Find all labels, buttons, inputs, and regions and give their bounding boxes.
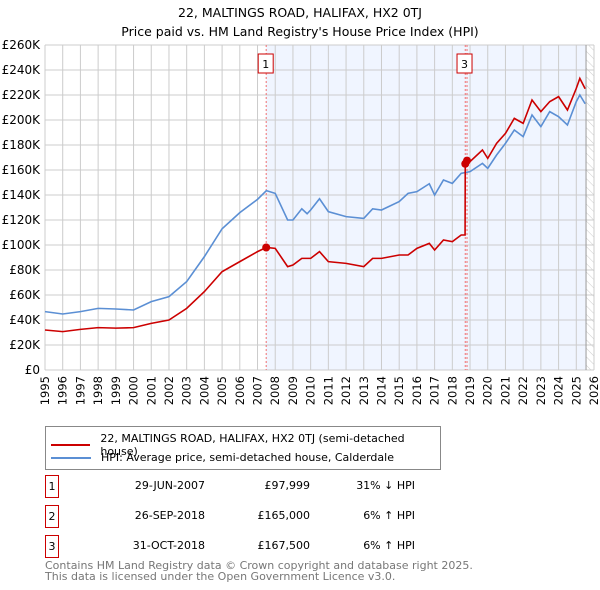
transaction-price: £167,500: [257, 539, 311, 552]
y-tick-label: £140K: [2, 188, 42, 202]
transaction-row: 2 26-SEP-2018 £165,000 6% ↑ HPI: [45, 505, 445, 528]
x-tick-label: 1996: [56, 376, 70, 405]
x-tick-label: 2008: [268, 376, 282, 405]
x-tick-label: 2025: [569, 376, 583, 405]
copyright-text: Contains HM Land Registry data © Crown c…: [45, 559, 473, 572]
x-tick-label: 2010: [304, 376, 318, 405]
red-line-swatch: [51, 444, 91, 446]
transaction-hpi: 6% ↑ HPI: [363, 539, 415, 552]
x-tick-label: 2024: [552, 376, 566, 405]
x-tick-label: 2007: [251, 376, 265, 405]
sale-1-marker: [262, 243, 271, 252]
price-chart: 1995 1996 1997 1998 1999 2000 2001 2002 2003 2004…: [2, 38, 600, 405]
transaction-marker: 2: [45, 505, 59, 528]
x-tick-label: 1997: [73, 376, 87, 405]
sale-1-label-box: [257, 53, 274, 74]
legend-label: HPI: Average price, semi-detached house,…: [101, 451, 394, 464]
footer: Contains HM Land Registry data © Crown c…: [45, 560, 473, 582]
x-tick-label: 2003: [180, 376, 194, 405]
y-tick-label: £220K: [2, 88, 42, 102]
y-tick-label: £80K: [9, 263, 41, 277]
transaction-date: 29-JUN-2007: [134, 479, 205, 492]
x-tick-label: 2013: [357, 376, 371, 405]
transaction-price: £97,999: [264, 479, 311, 492]
x-tick-label: 2000: [127, 376, 141, 405]
y-tick-label: £180K: [2, 138, 42, 152]
x-tick-label: 1998: [91, 376, 105, 405]
x-tick-label: 2001: [144, 376, 158, 405]
x-tick-label: 2021: [498, 376, 512, 405]
x-tick-label: 2002: [162, 376, 176, 405]
x-tick-label: 2004: [197, 376, 211, 405]
x-tick-label: 2005: [215, 376, 229, 405]
x-tick-label: 2016: [410, 376, 424, 405]
x-tick-label: 2009: [286, 376, 300, 405]
y-tick-label: £160K: [2, 163, 42, 177]
x-tick-label: 2011: [321, 376, 335, 405]
forecast-hatch: [586, 45, 594, 370]
transaction-date: 31-OCT-2018: [132, 539, 205, 552]
x-tick-label: 2023: [534, 376, 548, 405]
x-tick-label: 2019: [463, 376, 477, 405]
x-tick-label: 1999: [109, 376, 123, 405]
chart-title: 22, MALTINGS ROAD, HALIFAX, HX2 0TJ Pric…: [0, 3, 600, 41]
y-tick-label: £120K: [2, 213, 42, 227]
blue-line-swatch: [51, 456, 91, 459]
transaction-price: £165,000: [257, 509, 311, 522]
y-tick-label: £260K: [2, 38, 42, 52]
x-tick-label: 2014: [374, 376, 388, 405]
y-tick-label: £20K: [9, 338, 41, 352]
y-tick-label: £60K: [9, 288, 41, 302]
x-tick-label: 2017: [428, 376, 442, 405]
sale-1-label: 1: [262, 58, 269, 71]
title-line-2: Price paid vs. HM Land Registry's House …: [121, 24, 479, 39]
legend-label: 22, MALTINGS ROAD, HALIFAX, HX2 0TJ (sem…: [100, 432, 405, 458]
x-tick-label: 1995: [38, 376, 52, 405]
y-tick-label: £100K: [2, 238, 42, 252]
x-tick-label: 2018: [445, 376, 459, 405]
x-tick-label: 2015: [392, 376, 406, 405]
x-tick-label: 2022: [516, 376, 530, 405]
y-tick-label: £200K: [2, 113, 42, 127]
x-tick-label: 2020: [481, 376, 495, 405]
sale-3-label-box: [456, 53, 473, 74]
sale-3-label: 3: [461, 58, 468, 71]
transaction-row: 3 31-OCT-2018 £167,500 6% ↑ HPI: [45, 535, 445, 558]
x-tick-label: 2012: [339, 376, 353, 405]
x-tick-label: 2026: [587, 376, 600, 405]
post-sale-shading: [266, 45, 587, 370]
series-line: [44, 93, 586, 315]
y-tick-label: £40K: [9, 313, 41, 327]
y-tick-label: £240K: [2, 63, 42, 77]
legend: 22, MALTINGS ROAD, HALIFAX, HX2 0TJ (sem…: [45, 426, 441, 470]
x-tick-label: 2006: [233, 376, 247, 405]
transaction-marker: 3: [45, 535, 59, 558]
transaction-marker: 1: [45, 475, 59, 498]
legend-item-property: 22, MALTINGS ROAD, HALIFAX, HX2 0TJ (sem…: [51, 432, 440, 458]
y-tick-label: £0: [25, 363, 40, 377]
transaction-hpi: 31% ↓ HPI: [356, 479, 415, 492]
licence-text: This data is licensed under the Open Gov…: [45, 570, 396, 583]
transaction-hpi: 6% ↑ HPI: [363, 509, 415, 522]
series-line: [44, 76, 586, 333]
sale-3-marker: [463, 156, 472, 165]
transaction-date: 26-SEP-2018: [134, 509, 205, 522]
legend-item-hpi: HPI: Average price, semi-detached house,…: [51, 451, 394, 464]
title-line-1: 22, MALTINGS ROAD, HALIFAX, HX2 0TJ: [178, 5, 422, 20]
transaction-row: 1 29-JUN-2007 £97,999 31% ↓ HPI: [45, 475, 445, 498]
